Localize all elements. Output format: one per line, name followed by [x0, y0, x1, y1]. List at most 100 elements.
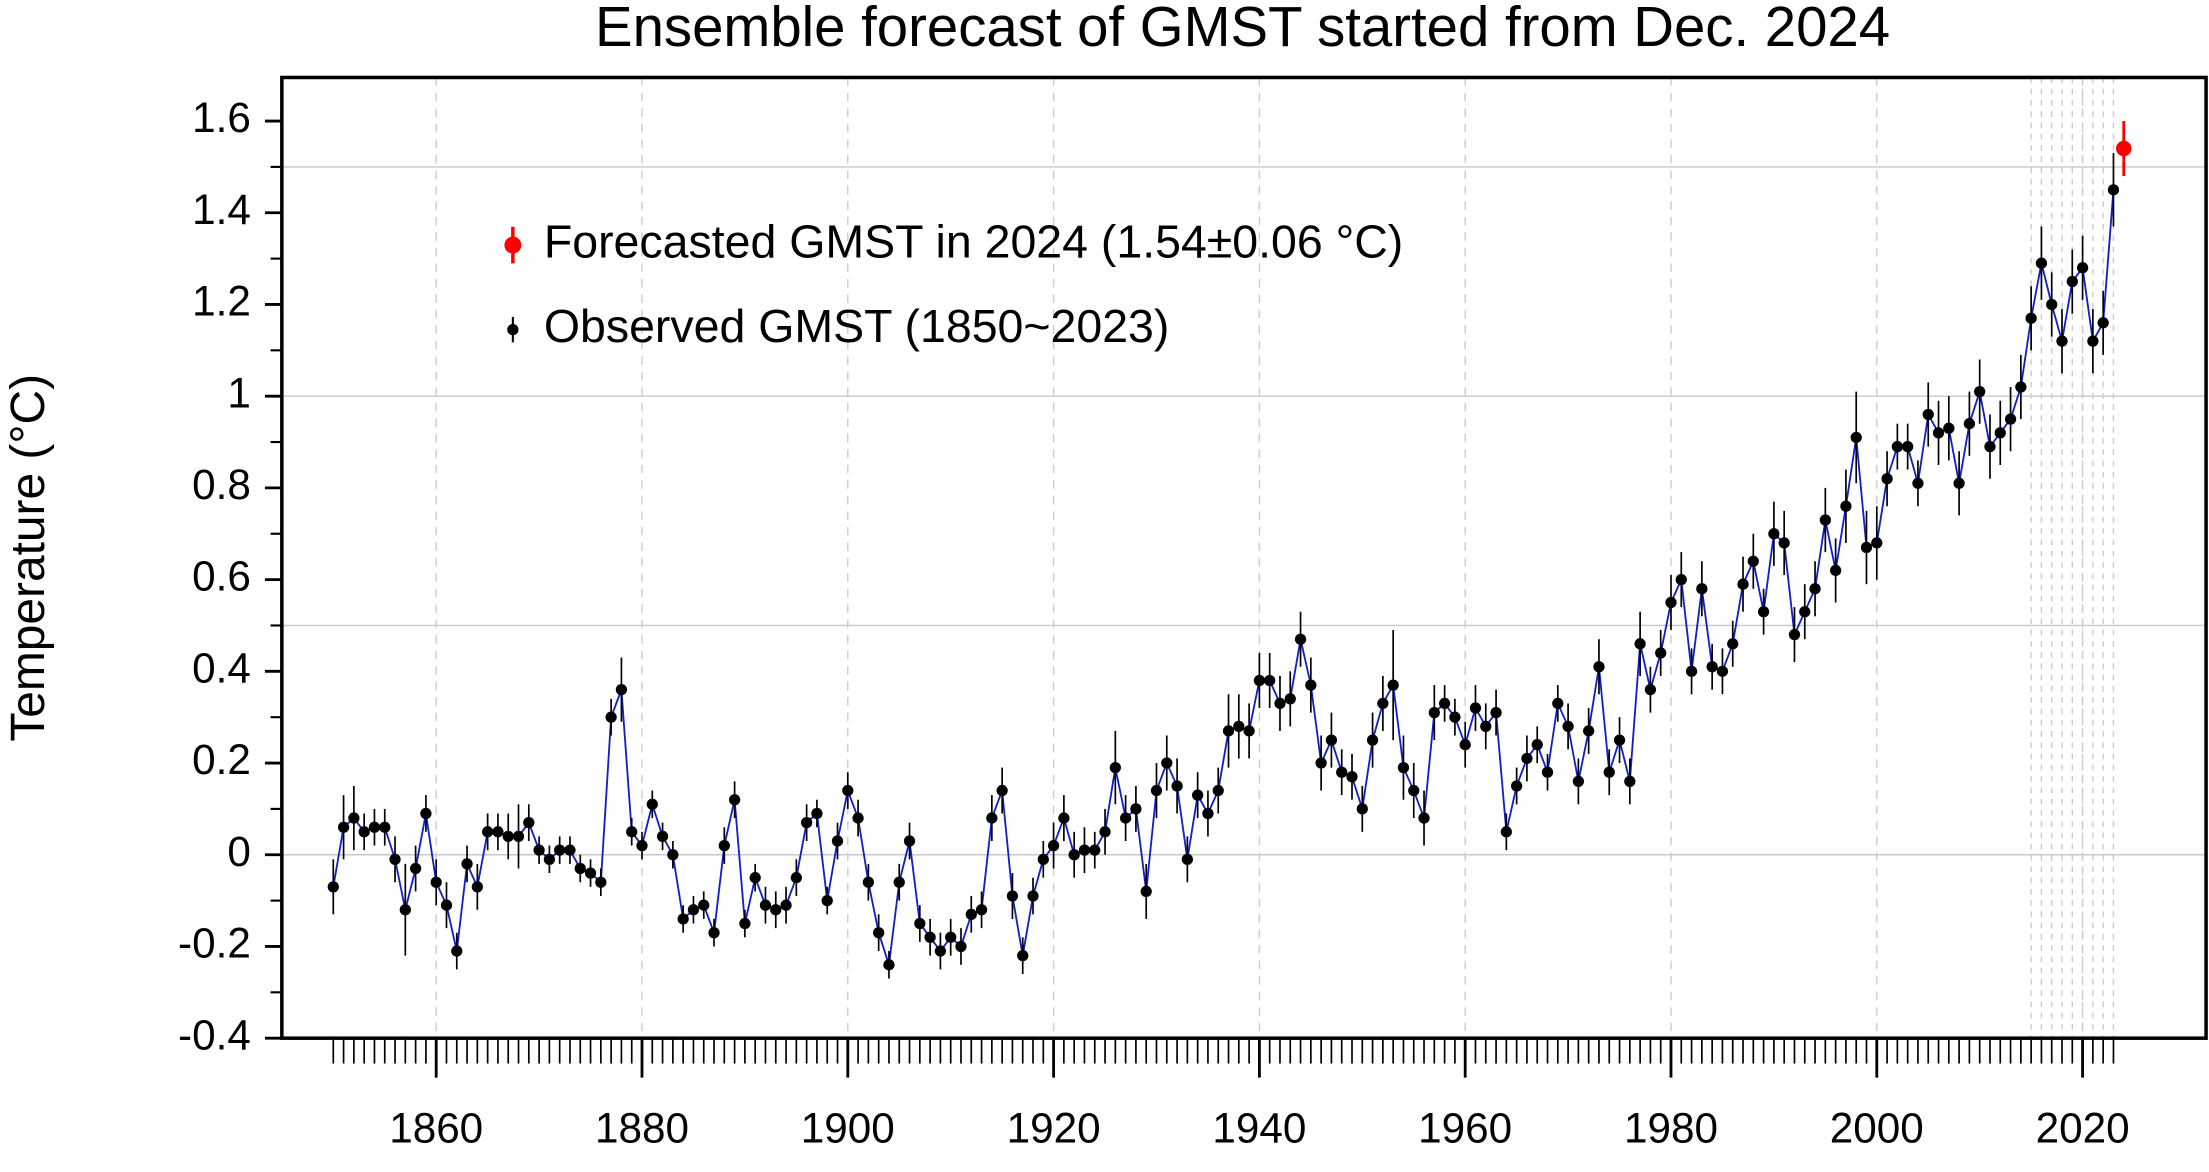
data-point — [1994, 427, 2006, 439]
data-point — [749, 872, 761, 884]
data-point — [1006, 890, 1019, 902]
data-point — [626, 826, 638, 838]
y-tick-label: 0.4 — [192, 644, 251, 691]
data-point — [1027, 890, 1039, 902]
data-point — [667, 849, 679, 861]
data-point — [2097, 317, 2109, 329]
data-point — [1675, 573, 1687, 586]
data-point — [862, 876, 875, 888]
data-point — [698, 899, 710, 911]
data-point — [564, 844, 576, 856]
data-point — [1346, 771, 1358, 783]
y-tick-label: 1 — [227, 369, 250, 416]
data-point — [1243, 725, 1255, 737]
data-point — [1716, 665, 1729, 677]
x-tick-label: 1860 — [389, 1104, 483, 1151]
data-point — [358, 826, 370, 838]
data-point — [368, 821, 381, 833]
data-point — [2087, 335, 2099, 347]
data-point — [1963, 418, 1976, 430]
data-point — [430, 876, 442, 888]
data-point — [1068, 849, 1080, 861]
data-point — [1202, 807, 1214, 820]
data-point — [1932, 427, 1945, 439]
data-point — [1017, 950, 1029, 962]
data-point — [1809, 583, 1821, 595]
data-point — [800, 817, 813, 829]
data-point — [615, 684, 628, 696]
data-point — [2025, 312, 2037, 324]
data-point — [1521, 752, 1533, 765]
data-point — [811, 807, 823, 820]
data-point — [842, 784, 854, 797]
data-point — [1902, 440, 1914, 453]
data-point — [1089, 844, 1101, 856]
data-point — [1366, 734, 1379, 746]
data-point — [1953, 477, 1965, 489]
data-point — [2035, 257, 2048, 269]
data-point — [337, 821, 350, 833]
data-point — [1706, 661, 1718, 673]
data-point — [1696, 583, 1708, 595]
data-point — [533, 844, 545, 856]
data-point — [605, 711, 617, 723]
data-point — [1593, 661, 1605, 673]
data-point — [728, 794, 741, 806]
data-point — [687, 904, 700, 916]
data-point — [1685, 665, 1698, 677]
data-point — [1881, 473, 1893, 485]
data-point — [2046, 298, 2058, 311]
data-point — [554, 844, 566, 856]
data-point — [790, 872, 802, 884]
x-tick-label: 1900 — [801, 1104, 895, 1151]
data-point — [1480, 720, 1492, 732]
data-point — [1562, 720, 1574, 732]
data-point — [543, 853, 556, 865]
data-point — [1377, 697, 1389, 710]
data-point — [1418, 812, 1430, 824]
data-point — [1037, 853, 1049, 865]
data-point — [770, 904, 782, 916]
data-point — [739, 917, 751, 930]
data-point — [852, 812, 864, 824]
data-point — [389, 853, 401, 865]
data-point — [492, 826, 504, 838]
data-point — [1325, 734, 1338, 746]
data-point — [523, 817, 535, 829]
data-point — [996, 784, 1008, 797]
data-point — [893, 876, 905, 888]
data-point — [1819, 514, 1831, 526]
data-point — [409, 862, 422, 875]
data-point — [379, 821, 391, 833]
y-tick-label: 0.6 — [192, 553, 251, 600]
data-point — [1284, 693, 1296, 705]
data-point — [1130, 803, 1142, 815]
data-point — [2015, 381, 2027, 393]
data-point — [914, 917, 926, 930]
x-tick-label: 1980 — [1624, 1104, 1718, 1151]
data-point — [399, 904, 411, 916]
data-point — [780, 899, 792, 911]
data-point — [1840, 500, 1852, 512]
data-point — [1438, 697, 1451, 710]
x-tick-label: 2020 — [2036, 1104, 2130, 1151]
data-point — [883, 959, 895, 971]
data-point — [595, 876, 607, 888]
data-point — [955, 940, 967, 953]
series-line — [332, 189, 2115, 966]
data-point — [574, 862, 586, 875]
data-point — [1078, 844, 1091, 856]
data-point — [1469, 702, 1482, 714]
data-point — [1768, 528, 1780, 540]
data-point — [512, 830, 525, 843]
data-point — [1644, 684, 1657, 696]
y-tick-label: 1.4 — [192, 186, 251, 233]
data-point — [1397, 761, 1410, 774]
data-point — [1212, 784, 1224, 797]
data-point — [1613, 734, 1626, 746]
data-point — [1181, 853, 1193, 865]
data-point — [1099, 826, 1111, 838]
x-tick-label: 1920 — [1007, 1104, 1101, 1151]
data-point — [903, 835, 916, 847]
